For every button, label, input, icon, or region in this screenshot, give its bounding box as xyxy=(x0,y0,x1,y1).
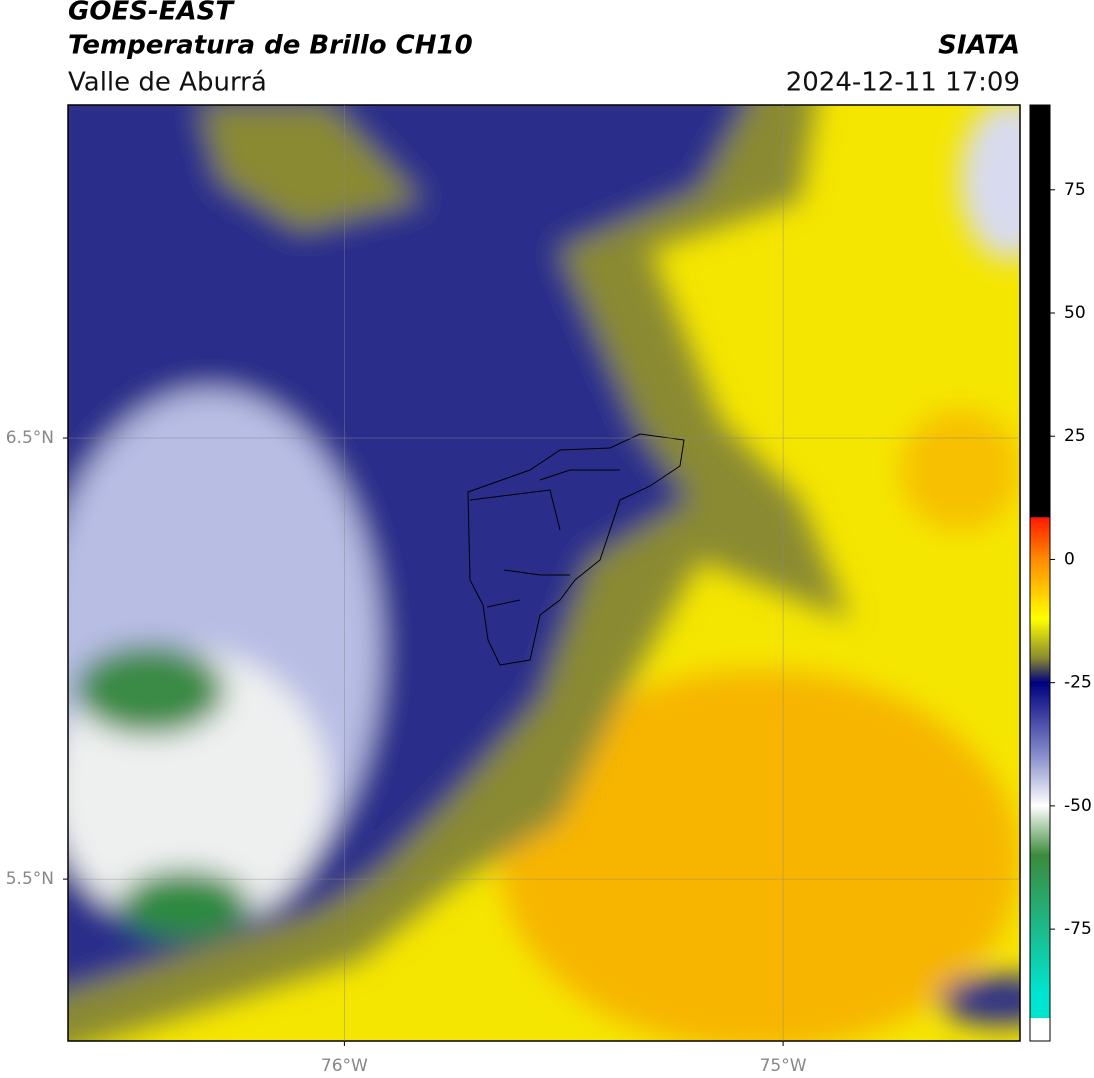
cold-area xyxy=(940,975,1020,1025)
colorbar-tick-label: 0 xyxy=(1064,549,1075,569)
colorbar xyxy=(1029,104,1051,1042)
satellite-image xyxy=(68,105,1020,1041)
title: GOES-EAST xyxy=(68,0,235,27)
lat-tick-label: 5.5°N xyxy=(6,869,54,889)
subtitle: Temperatura de Brillo CH10 xyxy=(68,31,473,61)
coldest-area xyxy=(75,645,225,735)
lat-tick-label: 6.5°N xyxy=(6,428,54,448)
colorbar-tick-label: 75 xyxy=(1064,180,1086,200)
colorbar-tick-label: -25 xyxy=(1064,673,1092,693)
source: SIATA xyxy=(938,31,1020,61)
colorbar-tick-label: 25 xyxy=(1064,426,1086,446)
map-frame xyxy=(67,104,1021,1042)
colorbar-tick-label: 50 xyxy=(1064,303,1086,323)
colorbar-tick-label: -50 xyxy=(1064,796,1092,816)
olive-band xyxy=(200,105,420,230)
cloud-field xyxy=(68,105,1020,1041)
cold-area xyxy=(960,105,1020,260)
lon-tick-label: 75°W xyxy=(760,1056,807,1076)
lon-tick-label: 76°W xyxy=(321,1056,368,1076)
warm-area xyxy=(500,670,1020,1041)
region: Valle de Aburrá xyxy=(68,68,267,98)
datetime: 2024-12-11 17:09 xyxy=(786,68,1020,98)
municipal-boundaries xyxy=(467,433,685,666)
warm-area xyxy=(900,410,1020,530)
coldest-area xyxy=(120,870,250,940)
colorbar-tick-label: -75 xyxy=(1064,919,1092,939)
